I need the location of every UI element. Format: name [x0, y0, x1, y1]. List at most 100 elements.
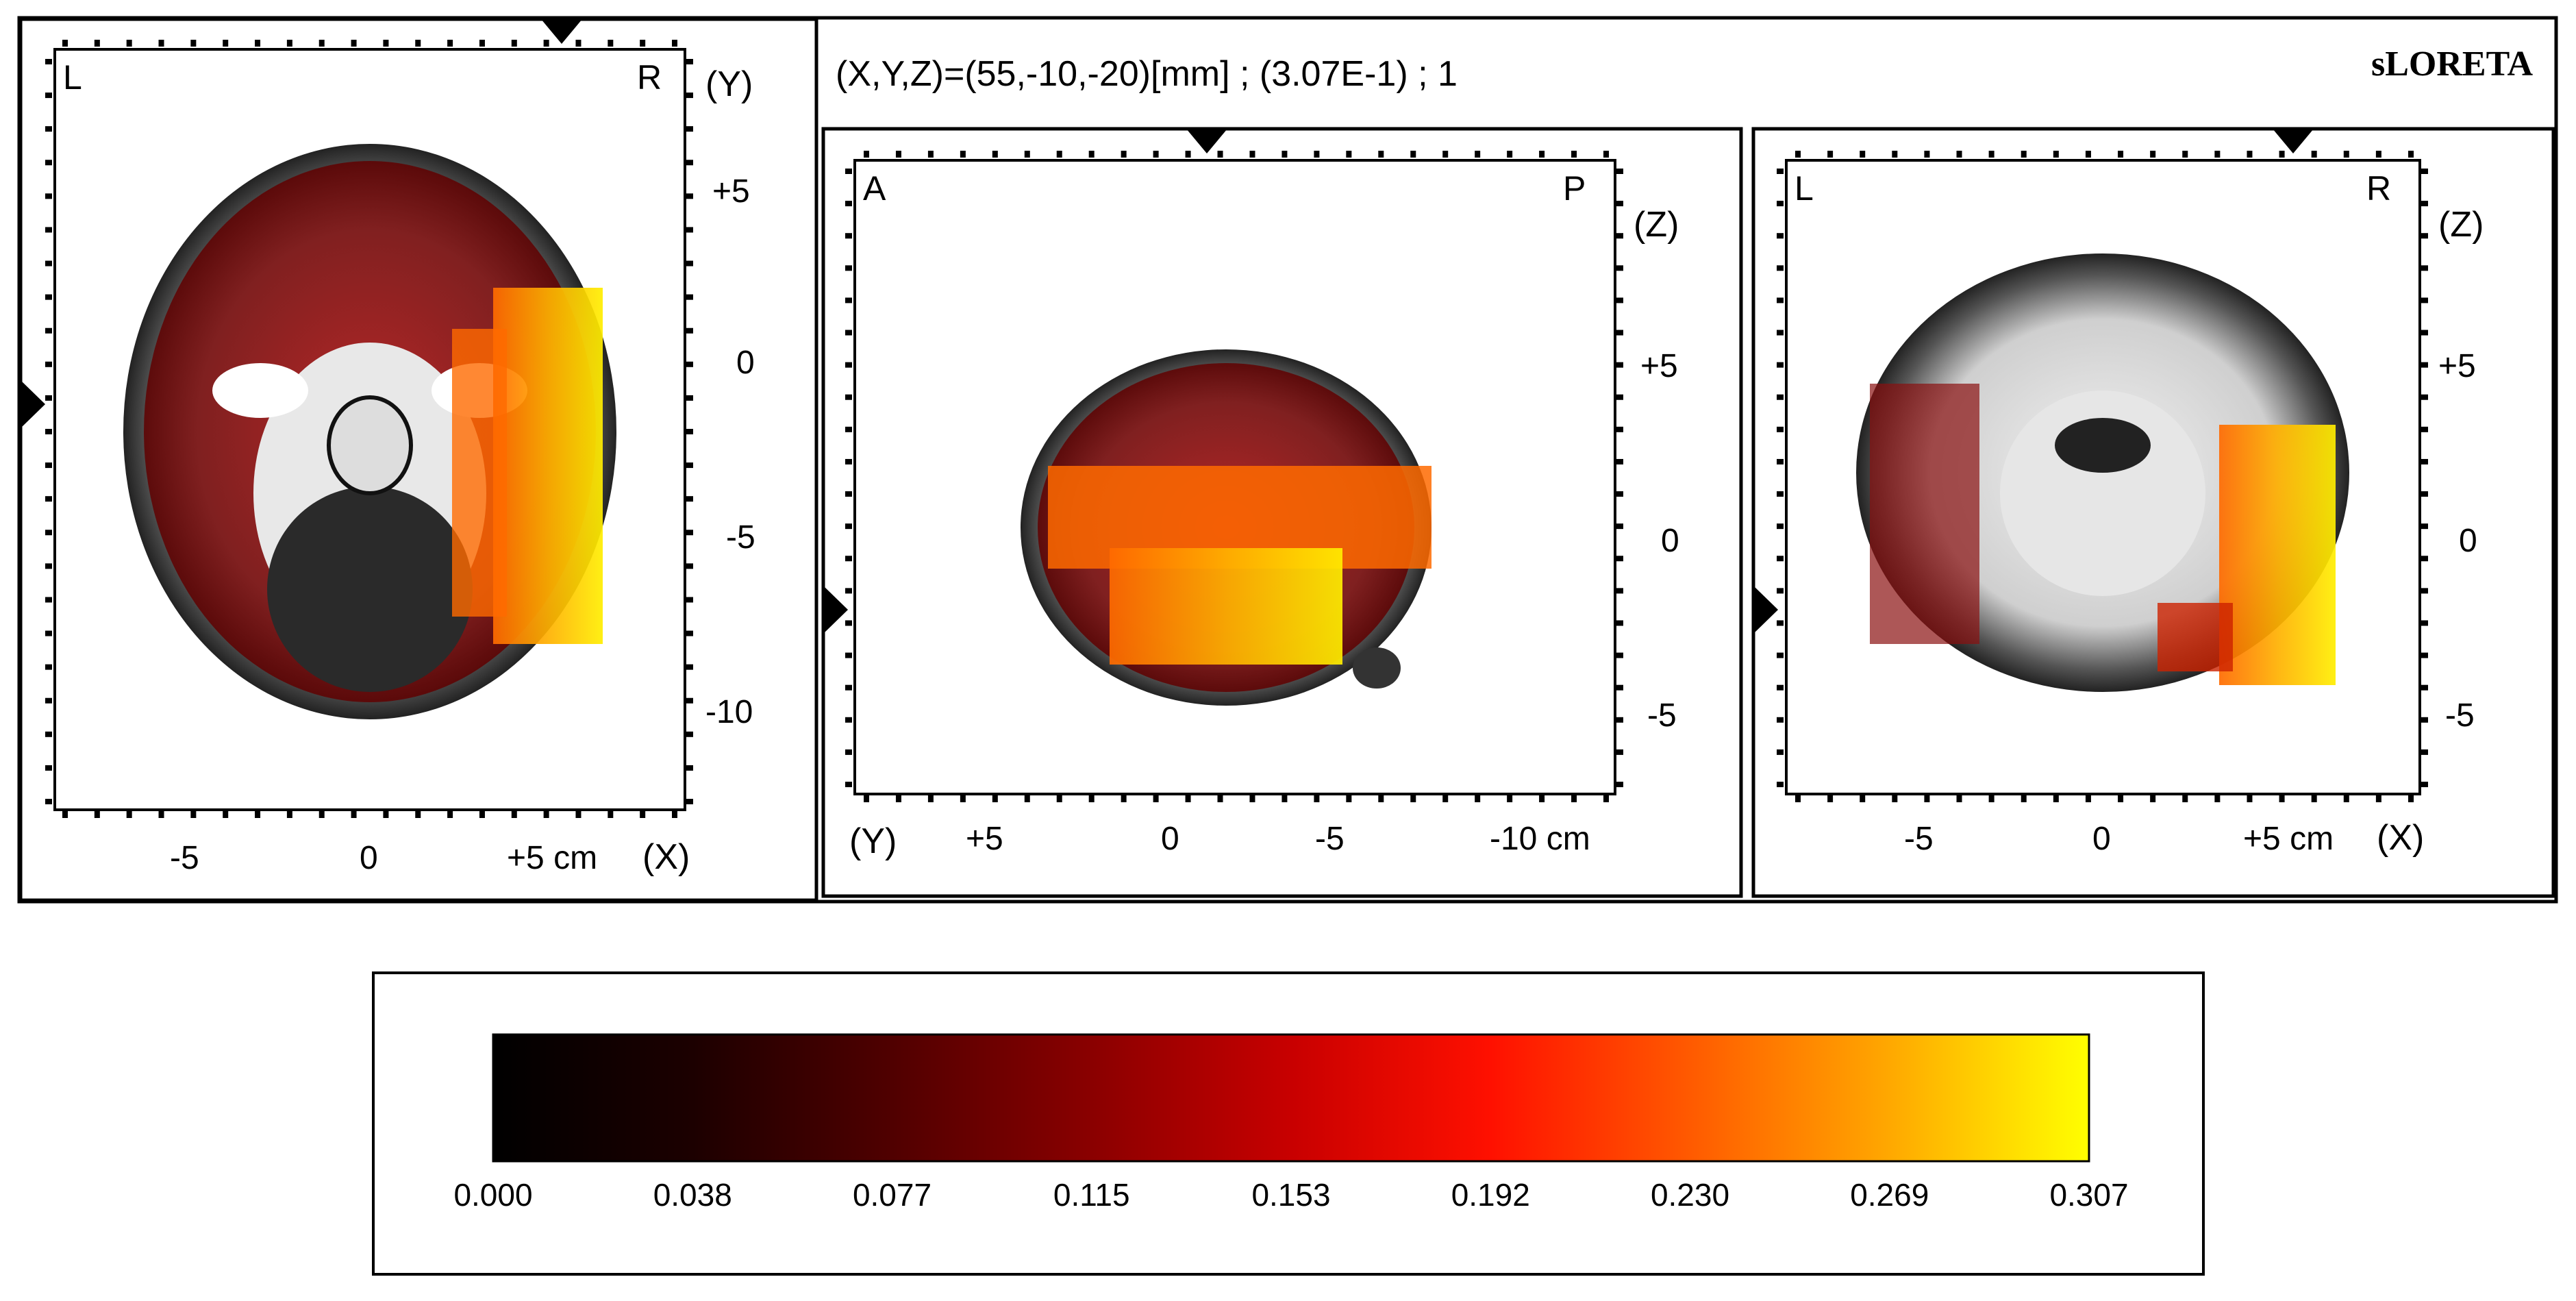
tick-mark: [845, 265, 852, 271]
tick-mark: [1475, 151, 1481, 158]
tick-mark: [2279, 795, 2285, 802]
sagittal-y-tick: -10 cm: [1490, 821, 1590, 857]
tick-mark: [1056, 151, 1062, 158]
tick-mark: [845, 652, 852, 658]
tick-mark: [2247, 795, 2253, 802]
tick-mark: [845, 684, 852, 691]
tick-mark: [2021, 151, 2027, 158]
tick-mark: [1314, 151, 1320, 158]
tick-mark: [45, 92, 52, 99]
tick-mark: [1777, 652, 1784, 658]
tick-mark: [1777, 330, 1784, 336]
tick-mark: [1185, 151, 1191, 158]
tick-mark: [45, 294, 52, 300]
tick-mark: [845, 588, 852, 594]
colorbar-tick-label: 0.153: [1251, 1177, 1330, 1213]
tick-mark: [1616, 458, 1623, 464]
tick-mark: [1827, 151, 1834, 158]
tick-mark: [672, 811, 677, 818]
tick-mark: [1777, 394, 1784, 400]
tick-mark: [2343, 151, 2349, 158]
tick-mark: [2375, 151, 2381, 158]
tick-mark: [686, 563, 693, 569]
tick-mark: [686, 126, 693, 132]
tick-mark: [45, 361, 52, 367]
tick-mark: [992, 151, 998, 158]
tick-mark: [2421, 297, 2428, 303]
tick-mark: [318, 811, 325, 818]
tick-mark: [1539, 795, 1545, 802]
tick-mark: [686, 92, 693, 99]
tick-mark: [1442, 151, 1449, 158]
tick-mark: [1153, 151, 1159, 158]
tick-mark: [1777, 588, 1784, 594]
tick-mark: [1616, 717, 1623, 723]
tick-mark: [94, 40, 100, 47]
colorbar-tick-labels: 0.000 0.038 0.077 0.115 0.153 0.192 0.230 0.269…: [453, 1177, 2128, 1213]
tick-mark: [1281, 151, 1288, 158]
coronal-axis-x-label: (X): [2377, 818, 2424, 858]
tick-mark: [479, 40, 485, 47]
tick-mark: [1346, 151, 1352, 158]
tick-mark: [2343, 795, 2349, 802]
tick-mark: [45, 496, 52, 502]
tick-mark: [845, 297, 852, 303]
tick-mark: [2150, 795, 2156, 802]
tick-mark: [2421, 620, 2428, 626]
tick-mark: [686, 697, 693, 704]
sagittal-z-tick: +5: [1640, 348, 1678, 384]
tick-mark: [1603, 151, 1609, 158]
tick-mark: [1795, 795, 1801, 802]
tick-mark: [845, 620, 852, 626]
tick-mark: [1217, 795, 1223, 802]
tick-mark: [845, 201, 852, 207]
tick-mark: [927, 795, 934, 802]
tick-mark: [2118, 151, 2124, 158]
tick-mark: [190, 40, 197, 47]
tick-mark: [845, 491, 852, 497]
colorbar-tick-label: 0.269: [1850, 1177, 1929, 1213]
sagittal-view: A P (Z) +5 0 -5 (Y) +5 0 -5 -10 cm: [821, 127, 1743, 898]
tick-mark: [1860, 795, 1866, 802]
tick-mark: [1616, 652, 1623, 658]
tick-mark: [895, 795, 901, 802]
tick-mark: [1924, 795, 1930, 802]
tick-mark: [1892, 151, 1898, 158]
tick-mark: [1777, 749, 1784, 755]
tick-mark: [845, 330, 852, 336]
tick-mark: [1956, 795, 1962, 802]
tick-mark: [2421, 458, 2428, 464]
tick-mark: [2214, 151, 2221, 158]
tick-mark: [543, 40, 549, 47]
coronal-x-marker: [2273, 129, 2314, 153]
tick-mark: [686, 664, 693, 670]
tick-mark: [845, 458, 852, 464]
tick-mark: [2421, 201, 2428, 207]
tick-mark: [2214, 795, 2221, 802]
tick-mark: [1121, 151, 1127, 158]
tick-mark: [1056, 795, 1062, 802]
tick-mark: [960, 795, 966, 802]
tick-mark: [1616, 426, 1623, 432]
tick-mark: [1988, 151, 1994, 158]
tick-mark: [126, 811, 132, 818]
coronal-z-tick: -5: [2445, 697, 2475, 734]
tick-mark: [2421, 169, 2428, 174]
tick-mark: [686, 361, 693, 367]
tick-mark: [1616, 523, 1623, 530]
tick-mark: [447, 811, 453, 818]
tick-mark: [1475, 795, 1481, 802]
coronal-z-tick: 0: [2459, 523, 2477, 559]
tick-mark: [686, 731, 693, 737]
tick-mark: [845, 556, 852, 562]
tick-mark: [2085, 795, 2091, 802]
tick-mark: [2421, 491, 2428, 497]
tick-mark: [864, 795, 869, 802]
sagittal-z-tick: -5: [1647, 697, 1677, 734]
tick-mark: [511, 811, 517, 818]
coronal-brain-slice: [1856, 253, 2349, 692]
tick-mark: [223, 811, 229, 818]
tick-mark: [2421, 652, 2428, 658]
tick-mark: [45, 530, 52, 536]
tick-mark: [2182, 151, 2188, 158]
